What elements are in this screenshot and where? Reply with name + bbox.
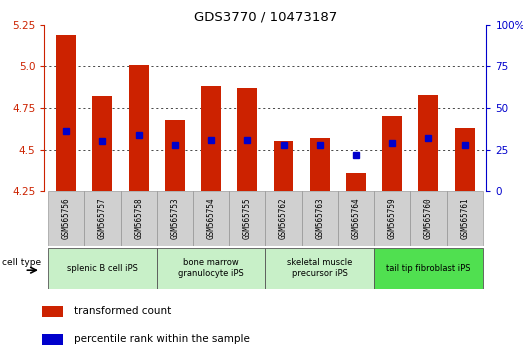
- Bar: [274, 141, 293, 191]
- Text: GSM565755: GSM565755: [243, 198, 252, 239]
- Bar: [229, 191, 266, 246]
- Bar: [93, 96, 112, 191]
- Text: percentile rank within the sample: percentile rank within the sample: [74, 334, 251, 344]
- Bar: [48, 191, 84, 246]
- Text: bone marrow
granulocyte iPS: bone marrow granulocyte iPS: [178, 258, 244, 278]
- Bar: [418, 95, 438, 191]
- Text: GSM565760: GSM565760: [424, 198, 433, 239]
- Text: GSM565754: GSM565754: [207, 198, 215, 239]
- Bar: [266, 248, 374, 289]
- Bar: [42, 306, 63, 317]
- Bar: [120, 191, 157, 246]
- Text: GSM565762: GSM565762: [279, 198, 288, 239]
- Bar: [165, 120, 185, 191]
- Bar: [201, 86, 221, 191]
- Text: GSM565763: GSM565763: [315, 198, 324, 239]
- Bar: [338, 191, 374, 246]
- Bar: [237, 88, 257, 191]
- Bar: [157, 248, 266, 289]
- Text: skeletal muscle
precursor iPS: skeletal muscle precursor iPS: [287, 258, 353, 278]
- Bar: [56, 35, 76, 191]
- Bar: [129, 65, 149, 191]
- Text: GSM565753: GSM565753: [170, 198, 179, 239]
- Bar: [302, 191, 338, 246]
- Bar: [193, 191, 229, 246]
- Text: GSM565758: GSM565758: [134, 198, 143, 239]
- Bar: [454, 128, 474, 191]
- Bar: [374, 191, 411, 246]
- Bar: [42, 333, 63, 345]
- Title: GDS3770 / 10473187: GDS3770 / 10473187: [194, 11, 337, 24]
- Text: GSM565756: GSM565756: [62, 198, 71, 239]
- Bar: [411, 191, 447, 246]
- Bar: [266, 191, 302, 246]
- Text: GSM565764: GSM565764: [351, 198, 360, 239]
- Bar: [48, 248, 157, 289]
- Text: GSM565761: GSM565761: [460, 198, 469, 239]
- Text: tail tip fibroblast iPS: tail tip fibroblast iPS: [386, 264, 471, 273]
- Text: transformed count: transformed count: [74, 306, 172, 316]
- Bar: [346, 173, 366, 191]
- Bar: [310, 138, 329, 191]
- Text: GSM565759: GSM565759: [388, 198, 397, 239]
- Text: cell type: cell type: [2, 258, 41, 267]
- Bar: [157, 191, 193, 246]
- Bar: [447, 191, 483, 246]
- Bar: [374, 248, 483, 289]
- Text: GSM565757: GSM565757: [98, 198, 107, 239]
- Text: splenic B cell iPS: splenic B cell iPS: [67, 264, 138, 273]
- Bar: [382, 116, 402, 191]
- Bar: [84, 191, 120, 246]
